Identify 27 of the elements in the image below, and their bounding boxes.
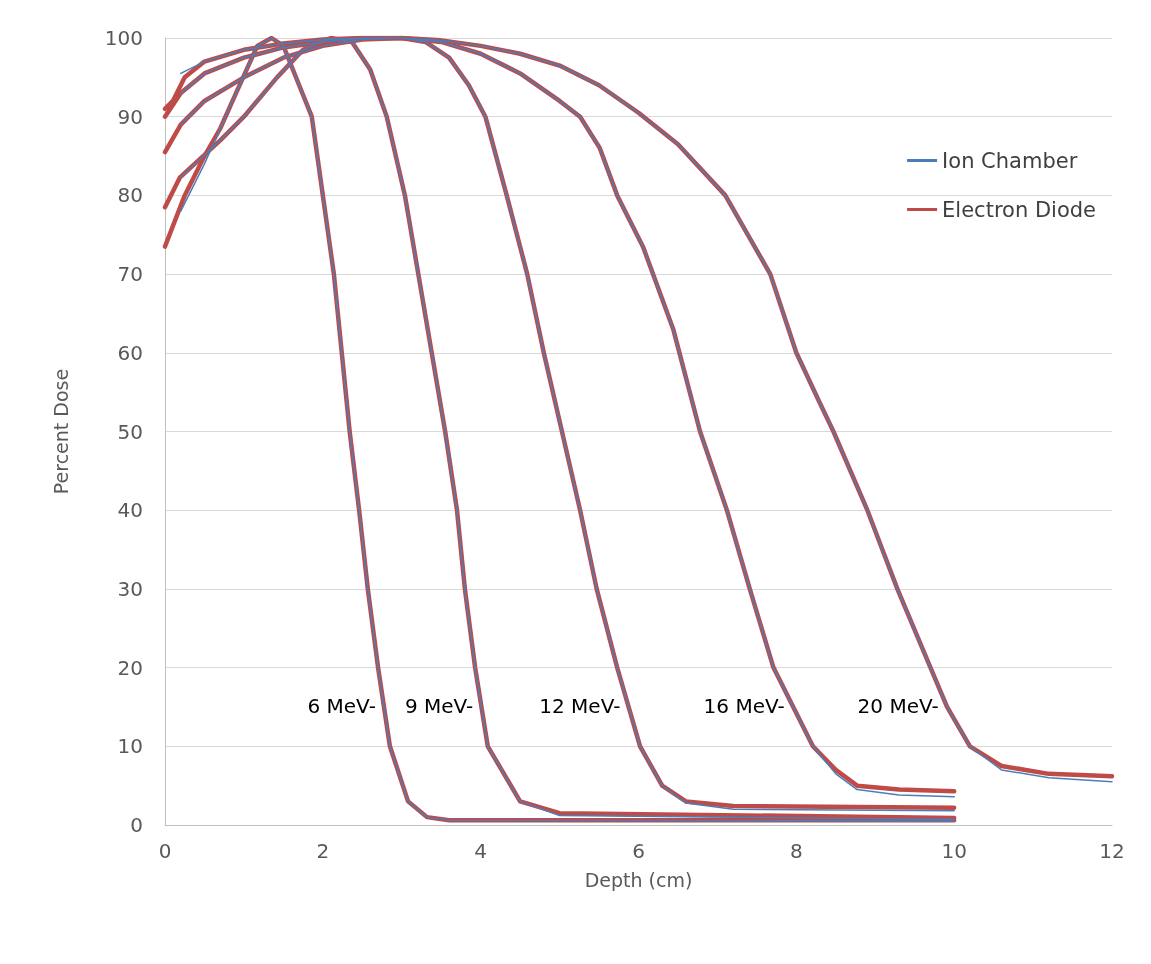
annotation: 16 MeV-: [703, 694, 785, 718]
y-axis-title: Percent Dose: [49, 368, 72, 495]
annotation: 9 MeV-: [404, 694, 474, 718]
legend-label: Ion Chamber: [942, 148, 1078, 173]
annotation: 20 MeV-: [857, 694, 939, 718]
x-tick-label: 4: [474, 839, 488, 863]
y-tick-label: 50: [117, 419, 143, 444]
y-tick-label: 10: [117, 734, 143, 759]
x-axis-title: Depth (cm): [584, 868, 693, 891]
annotation: 6 MeV-: [307, 694, 376, 718]
y-tick-label: 20: [117, 655, 143, 680]
y-tick-label: 100: [104, 26, 143, 50]
x-tick-label: 10: [941, 839, 967, 863]
y-tick-label: 0: [130, 813, 143, 837]
legend-label: Electron Diode: [942, 197, 1097, 222]
x-tick-label: 8: [789, 839, 803, 863]
x-tick-label: 2: [316, 839, 330, 863]
y-tick-label: 60: [117, 340, 143, 365]
y-tick-label: 30: [117, 576, 143, 601]
x-tick-label: 12: [1099, 839, 1125, 863]
x-tick-label: 0: [158, 839, 172, 863]
y-tick-label: 90: [117, 104, 143, 129]
y-tick-label: 40: [117, 498, 143, 523]
x-tick-label: 6: [632, 839, 645, 863]
annotation: 12 MeV-: [539, 694, 621, 718]
y-tick-label: 70: [117, 262, 143, 287]
y-tick-label: 80: [117, 183, 143, 208]
